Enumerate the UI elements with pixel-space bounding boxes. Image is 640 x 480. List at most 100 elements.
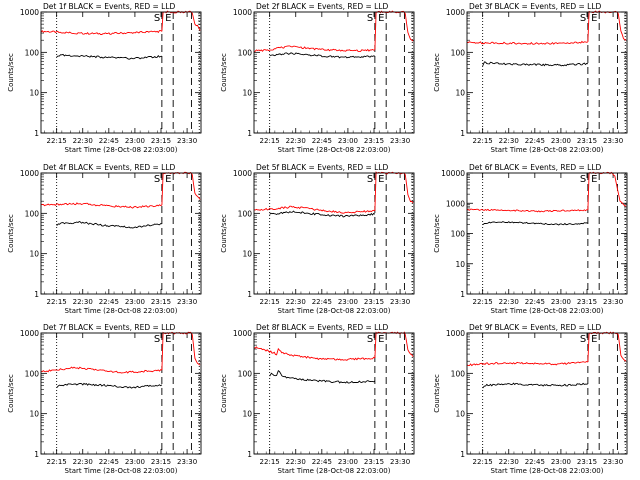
y-tick-label: 1000: [446, 199, 465, 208]
x-tick-label: 23:15: [577, 298, 597, 306]
x-tick-label: 22:45: [525, 458, 545, 466]
series-lld-line: [467, 40, 589, 45]
panel-det-6f: Det 6f BLACK = Events, RED = LLD Counts/s…: [433, 163, 628, 315]
panel-det-2f: Det 2f BLACK = Events, RED = LLD Counts/s…: [220, 2, 415, 154]
y-tick-label: 10: [242, 89, 252, 98]
y-tick-label: 10: [242, 410, 252, 419]
y-axis-label: Counts/sec: [433, 214, 441, 253]
y-tick-label: 100: [238, 48, 253, 57]
x-tick-label: 22:45: [312, 458, 332, 466]
x-tick-label: 22:30: [73, 458, 93, 466]
series-events-line: [482, 61, 589, 67]
x-tick-label: 22:30: [499, 458, 519, 466]
panel-title: Det 8f BLACK = Events, RED = LLD: [256, 323, 389, 332]
y-tick-label: 1: [247, 450, 252, 459]
event-marker-label: E: [591, 13, 597, 24]
y-tick-label: 10000: [441, 169, 465, 178]
x-tick-label: 23:15: [364, 137, 384, 145]
x-axis-label: Start Time (28-Oct-08 22:03:00): [491, 467, 604, 475]
x-tick-label: 23:00: [125, 298, 145, 306]
y-tick-label: 1000: [446, 329, 465, 338]
y-tick-label: 10: [242, 250, 252, 259]
x-axis-label: Start Time (28-Oct-08 22:03:00): [278, 146, 391, 154]
series-events-line: [482, 221, 589, 226]
x-axis-label: Start Time (28-Oct-08 22:03:00): [491, 307, 604, 315]
x-tick-label: 22:30: [499, 137, 519, 145]
y-tick-label: 1000: [20, 8, 39, 17]
y-axis-label: Counts/sec: [220, 214, 228, 253]
x-tick-label: 22:45: [525, 137, 545, 145]
panel-title: Det 4f BLACK = Events, RED = LLD: [43, 163, 176, 172]
x-tick-label: 22:45: [525, 298, 545, 306]
series-lld-line: [253, 346, 376, 361]
x-axis-label: Start Time (28-Oct-08 22:03:00): [65, 467, 178, 475]
series-lld-line: [40, 366, 163, 374]
y-tick-label: 1: [34, 450, 39, 459]
series-events-line: [56, 220, 162, 229]
x-tick-label: 23:30: [603, 298, 623, 306]
x-tick-label: 23:00: [551, 298, 571, 306]
panel-title: Det 5f BLACK = Events, RED = LLD: [256, 163, 389, 172]
y-tick-label: 10: [455, 260, 465, 269]
y-tick-label: 1000: [233, 8, 252, 17]
y-tick-label: 1: [247, 129, 252, 138]
panel-title: Det 2f BLACK = Events, RED = LLD: [256, 2, 389, 11]
x-tick-label: 23:00: [338, 458, 358, 466]
y-tick-label: 100: [238, 369, 253, 378]
series-lld-line: [40, 29, 163, 35]
x-tick-label: 23:30: [390, 137, 410, 145]
y-axis-label: Counts/sec: [220, 374, 228, 413]
y-axis-label: Counts/sec: [7, 53, 15, 92]
x-tick-label: 22:45: [99, 298, 119, 306]
plot-frame: [253, 11, 415, 134]
x-tick-label: 22:30: [73, 137, 93, 145]
event-marker-label: S: [367, 334, 373, 345]
y-axis-label: Counts/sec: [220, 53, 228, 92]
panel-title: Det 9f BLACK = Events, RED = LLD: [469, 323, 602, 332]
event-marker-label: S: [154, 13, 160, 24]
y-tick-label: 100: [451, 369, 466, 378]
x-tick-label: 22:30: [73, 298, 93, 306]
y-tick-label: 100: [25, 209, 40, 218]
event-marker-label: E: [165, 334, 171, 345]
y-tick-label: 1: [460, 450, 465, 459]
panel-title: Det 6f BLACK = Events, RED = LLD: [469, 163, 602, 172]
plot-frame: [466, 332, 628, 455]
x-axis-label: Start Time (28-Oct-08 22:03:00): [491, 146, 604, 154]
panel-det-7f: Det 7f BLACK = Events, RED = LLD Counts/s…: [7, 323, 202, 475]
y-tick-label: 10: [455, 410, 465, 419]
y-tick-label: 100: [25, 48, 40, 57]
plot-frame: [40, 332, 202, 455]
series-events-line: [269, 52, 376, 59]
y-tick-label: 1000: [233, 329, 252, 338]
x-tick-label: 23:15: [364, 458, 384, 466]
panel-det-1f: Det 1f BLACK = Events, RED = LLD Counts/s…: [7, 2, 202, 154]
x-tick-label: 23:30: [390, 458, 410, 466]
y-tick-label: 1000: [20, 169, 39, 178]
series-lld-line: [587, 331, 627, 363]
series-lld-line: [253, 205, 376, 214]
x-tick-label: 23:15: [577, 137, 597, 145]
event-marker-label: S: [580, 334, 586, 345]
panel-det-5f: Det 5f BLACK = Events, RED = LLD Counts/s…: [220, 163, 415, 315]
event-marker-label: S: [580, 174, 586, 185]
series-events-line: [269, 369, 376, 384]
x-tick-label: 22:45: [312, 298, 332, 306]
event-marker-label: S: [154, 174, 160, 185]
x-tick-label: 23:00: [125, 458, 145, 466]
event-marker-label: S: [367, 13, 373, 24]
x-tick-label: 22:15: [47, 298, 67, 306]
panel-title: Det 7f BLACK = Events, RED = LLD: [43, 323, 176, 332]
plot-frame: [40, 11, 202, 134]
event-marker-label: E: [165, 13, 171, 24]
x-tick-label: 22:45: [312, 137, 332, 145]
x-tick-label: 22:45: [99, 137, 119, 145]
y-tick-label: 100: [451, 230, 466, 239]
x-tick-label: 22:15: [473, 298, 493, 306]
panel-det-4f: Det 4f BLACK = Events, RED = LLD Counts/s…: [7, 163, 202, 315]
event-marker-label: E: [378, 13, 384, 24]
y-tick-label: 1000: [20, 329, 39, 338]
y-tick-label: 10: [29, 410, 39, 419]
